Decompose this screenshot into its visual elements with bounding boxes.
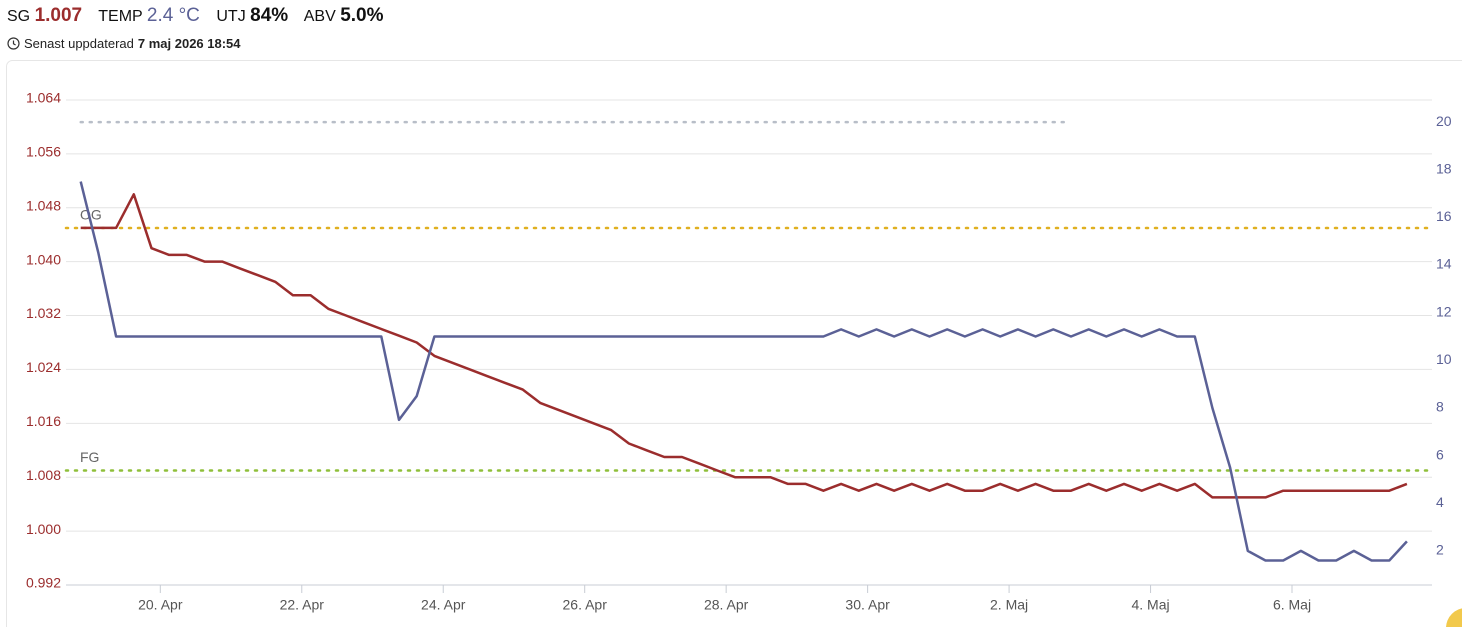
y-tick-label: 1.024: [26, 359, 61, 375]
y2-tick-label: 14: [1436, 256, 1452, 272]
y2-tick-label: 18: [1436, 160, 1452, 176]
x-tick-label: 30. Apr: [845, 597, 890, 613]
sg-value: 1.007: [34, 5, 83, 26]
x-tick-label: 28. Apr: [704, 597, 749, 613]
abv-label: ABV: [303, 8, 336, 25]
series-line: [80, 193, 1408, 499]
y2-tick-label: 10: [1436, 351, 1452, 367]
y2-tick-label: 8: [1436, 399, 1444, 415]
sg-label: SG: [7, 8, 31, 25]
reference-label: OG: [80, 207, 102, 223]
stats: SG 1.007 TEMP 2.4 °C UTJ 84% ABV 5.0%: [7, 5, 396, 27]
y2-tick-label: 2: [1436, 542, 1444, 558]
x-tick-label: 26. Apr: [563, 597, 608, 613]
x-tick-label: 22. Apr: [280, 597, 325, 613]
updated-value: 7 maj 2026 18:54: [137, 36, 241, 51]
y-tick-label: 1.048: [26, 197, 61, 213]
updated-label: Senast uppdaterad: [24, 36, 134, 51]
y-tick-label: 0.992: [26, 575, 61, 591]
x-tick-label: 24. Apr: [421, 597, 466, 613]
corner-button[interactable]: [1446, 608, 1462, 627]
abv-value: 5.0%: [340, 5, 384, 26]
y2-tick-label: 6: [1436, 446, 1444, 462]
y-tick-label: 1.000: [26, 521, 61, 537]
y2-tick-label: 16: [1436, 208, 1452, 224]
y2-tick-label: 20: [1436, 113, 1452, 129]
chart-frame: [6, 60, 1462, 627]
y-tick-label: 1.032: [26, 305, 61, 321]
series-line: [79, 181, 1408, 562]
y-tick-label: 1.056: [26, 144, 61, 160]
updated: Senast uppdaterad 7 maj 2026 18:54: [7, 36, 241, 51]
x-tick-label: 4. Maj: [1131, 597, 1169, 613]
x-tick-label: 20. Apr: [138, 597, 183, 613]
utj-label: UTJ: [216, 8, 246, 25]
y2-tick-label: 12: [1436, 303, 1452, 319]
y-tick-label: 1.040: [26, 251, 61, 267]
y-tick-label: 1.008: [26, 467, 61, 483]
x-tick-label: 6. Maj: [1273, 597, 1311, 613]
temp-label: TEMP: [98, 8, 143, 25]
clock-icon: [7, 37, 20, 50]
x-tick-label: 2. Maj: [990, 597, 1028, 613]
reference-label: FG: [80, 449, 99, 465]
y-tick-label: 1.016: [26, 413, 61, 429]
y-tick-label: 1.064: [26, 90, 61, 106]
utj-value: 84%: [250, 5, 289, 26]
y2-tick-label: 4: [1436, 494, 1444, 510]
temp-value: 2.4 °C: [146, 5, 200, 26]
